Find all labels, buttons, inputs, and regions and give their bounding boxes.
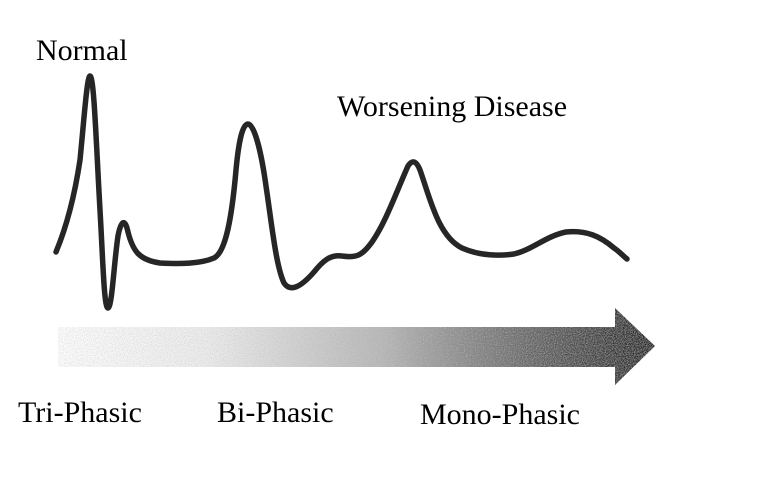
label-bi-phasic: Bi-Phasic	[217, 396, 334, 429]
doppler-waveform	[53, 73, 630, 311]
arrow-shaft	[58, 308, 655, 385]
severity-arrow	[58, 308, 655, 385]
label-tri-phasic: Tri-Phasic	[18, 396, 142, 429]
label-normal: Normal	[36, 34, 128, 67]
label-mono-phasic: Mono-Phasic	[420, 398, 580, 431]
label-worsening-disease: Worsening Disease	[337, 90, 568, 123]
